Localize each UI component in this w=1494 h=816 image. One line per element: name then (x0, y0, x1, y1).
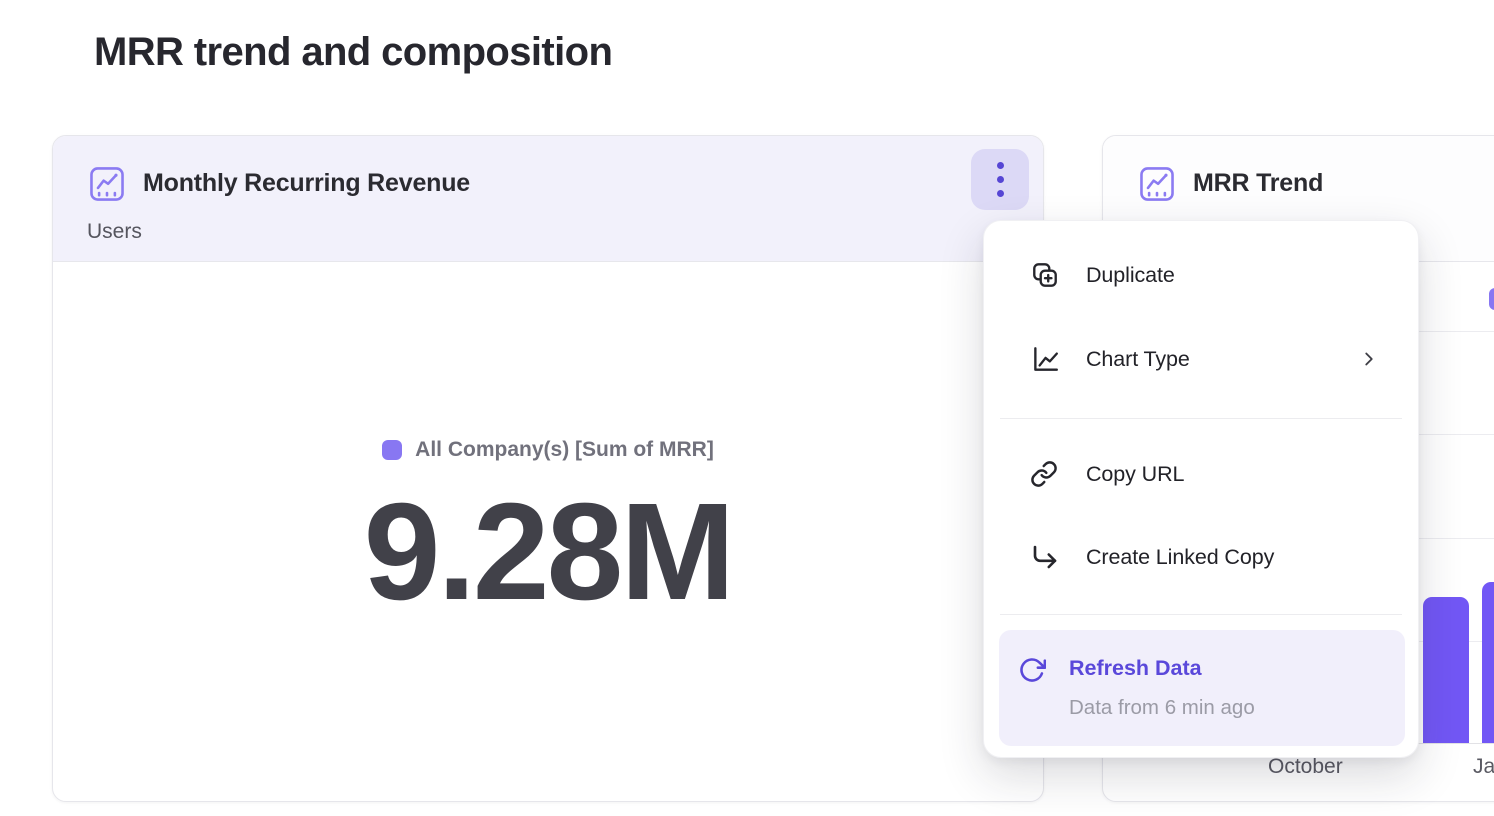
chart-widget-icon (89, 166, 125, 202)
menu-item-label: Chart Type (1086, 346, 1190, 371)
menu-divider (1000, 614, 1402, 615)
widget-context-menu: Duplicate Chart Type Copy URL (983, 220, 1419, 758)
menu-item-label: Copy URL (1086, 461, 1185, 486)
linked-copy-arrow-icon (1030, 542, 1060, 572)
widget-options-button[interactable] (971, 149, 1029, 210)
menu-item-copy-url[interactable]: Copy URL (1000, 442, 1402, 506)
trend-legend-swatch[interactable] (1489, 288, 1494, 310)
duplicate-icon (1030, 260, 1060, 290)
menu-item-chart-type[interactable]: Chart Type (1000, 327, 1402, 391)
menu-item-label: Create Linked Copy (1086, 544, 1275, 569)
menu-item-create-linked-copy[interactable]: Create Linked Copy (1000, 525, 1402, 589)
legend-label: All Company(s) [Sum of MRR] (415, 438, 714, 462)
refresh-label: Refresh Data (1069, 656, 1202, 680)
refresh-freshness-text: Data from 6 min ago (1069, 696, 1255, 719)
link-icon (1030, 459, 1060, 489)
refresh-icon (1018, 656, 1046, 684)
mrr-widget-header: Monthly Recurring Revenue Users (53, 136, 1043, 262)
x-tick-october: October (1268, 755, 1343, 778)
page-title: MRR trend and composition (94, 30, 613, 74)
menu-item-duplicate[interactable]: Duplicate (1000, 243, 1402, 307)
kebab-icon (996, 162, 1004, 169)
x-tick-january: Ja (1473, 755, 1494, 778)
mrr-widget-card: Monthly Recurring Revenue Users All Comp… (52, 135, 1044, 802)
bar-january[interactable] (1482, 582, 1494, 743)
menu-item-label: Duplicate (1086, 262, 1175, 287)
mrr-trend-title: MRR Trend (1193, 169, 1324, 197)
mrr-big-number-area: All Company(s) [Sum of MRR] 9.28M (53, 262, 1043, 801)
mrr-card-subtitle: Users (87, 220, 142, 243)
menu-item-refresh-data[interactable]: Refresh Data Data from 6 min ago (999, 630, 1405, 746)
mrr-value: 9.28M (363, 475, 736, 630)
chart-type-icon (1030, 344, 1060, 374)
mrr-card-title: Monthly Recurring Revenue (143, 169, 470, 197)
bar-december[interactable] (1423, 597, 1469, 743)
chevron-right-icon (1358, 348, 1380, 370)
chart-widget-icon (1139, 166, 1175, 202)
mrr-legend-item[interactable]: All Company(s) [Sum of MRR] (382, 438, 714, 462)
menu-divider (1000, 418, 1402, 419)
legend-swatch (382, 440, 403, 461)
